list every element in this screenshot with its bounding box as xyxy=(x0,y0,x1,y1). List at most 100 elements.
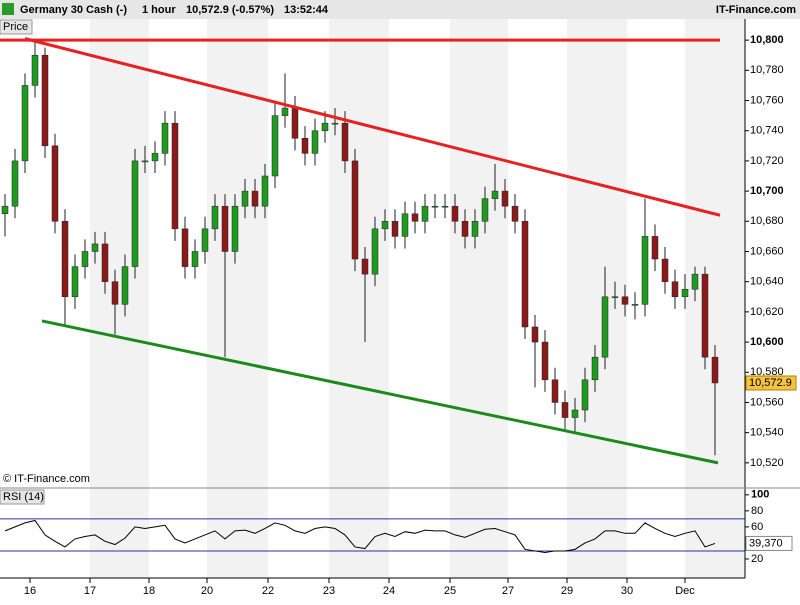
y-tick-label: 20 xyxy=(751,553,763,565)
candle-body xyxy=(281,107,289,116)
candle-body xyxy=(211,205,219,230)
candle-body xyxy=(421,205,429,222)
last-price-label: 10,572.9 xyxy=(749,377,792,389)
candle-body xyxy=(701,273,709,358)
x-tick-label: 25 xyxy=(444,585,456,597)
candle-body xyxy=(351,160,359,260)
candle-body xyxy=(491,190,499,199)
candle-body xyxy=(481,198,489,222)
y-tick-label: 100 xyxy=(751,489,769,501)
x-tick-label: 23 xyxy=(323,585,335,597)
rsi-line xyxy=(4,519,716,554)
x-tick-label: 24 xyxy=(383,585,395,597)
candle-body xyxy=(201,228,209,252)
y-tick-label: 10,640 xyxy=(750,276,784,288)
candle-body xyxy=(601,296,609,358)
header-icon xyxy=(2,3,14,15)
candle-body xyxy=(301,138,309,154)
x-tick-label: Dec xyxy=(675,585,695,597)
candle-body xyxy=(651,236,659,260)
candle-body xyxy=(231,205,239,252)
candle-body xyxy=(11,160,19,207)
candle-body xyxy=(541,341,549,381)
day-band xyxy=(329,19,389,578)
candle-body xyxy=(581,379,589,411)
x-tick-label: 22 xyxy=(262,585,274,597)
candle-body xyxy=(41,54,49,147)
candle-body xyxy=(551,379,559,403)
time: 13:52:44 xyxy=(284,4,329,16)
candle-body xyxy=(171,122,179,230)
x-tick-label: 20 xyxy=(201,585,213,597)
candle-body xyxy=(451,205,459,222)
y-tick-label: 10,800 xyxy=(750,34,784,46)
day-band xyxy=(685,19,745,578)
y-tick-label: 10,780 xyxy=(750,64,784,76)
candle-body xyxy=(91,243,99,252)
candle-body xyxy=(681,288,689,298)
candle-body xyxy=(561,402,569,418)
y-tick-label: 60 xyxy=(751,521,763,533)
instrument: Germany 30 Cash (-) xyxy=(20,4,127,16)
candle-body xyxy=(661,258,669,282)
candle-body xyxy=(291,107,299,139)
y-tick-label: 10,620 xyxy=(750,306,784,318)
x-tick-label: 29 xyxy=(561,585,573,597)
candle-body xyxy=(711,356,719,384)
candle-body xyxy=(381,221,389,230)
quote: 10,572.9 (-0.57%) xyxy=(186,4,274,16)
candle-body xyxy=(221,205,229,252)
day-band xyxy=(450,19,508,578)
day-band xyxy=(207,19,268,578)
candle-body xyxy=(191,251,199,267)
site: IT-Finance.com xyxy=(716,4,796,16)
candle-body xyxy=(271,115,279,177)
candle-body xyxy=(321,122,329,131)
last-rsi-box xyxy=(745,535,793,551)
candle-body xyxy=(101,243,109,282)
candle-body xyxy=(571,409,579,418)
y-tick-label: 10,760 xyxy=(750,94,784,106)
candle-body xyxy=(531,326,539,343)
y-tick-label: 80 xyxy=(751,505,763,517)
panel-label: Price xyxy=(3,21,28,33)
candle-body xyxy=(431,205,439,208)
interval: 1 hour xyxy=(142,4,176,16)
candle-body xyxy=(501,190,509,207)
x-tick-label: 30 xyxy=(621,585,633,597)
candle-body xyxy=(331,122,339,125)
candle-body xyxy=(691,273,699,290)
candle-body xyxy=(371,228,379,275)
candle-body xyxy=(251,190,259,207)
candle-body xyxy=(631,304,639,306)
candle-body xyxy=(131,160,139,267)
candle-body xyxy=(181,228,189,267)
panel-label: RSI (14) xyxy=(3,491,44,503)
last-price-box xyxy=(745,375,797,391)
candle-body xyxy=(391,221,399,237)
x-tick-label: 16 xyxy=(24,585,36,597)
candle-body xyxy=(471,221,479,237)
candle-body xyxy=(241,190,249,207)
last-rsi-label: 39,370 xyxy=(749,537,783,549)
candle-body xyxy=(411,213,419,222)
trend-line xyxy=(41,319,719,465)
header-bar xyxy=(0,0,800,19)
y-tick-label: 10,520 xyxy=(750,457,784,469)
candle-body xyxy=(641,236,649,305)
candle-body xyxy=(1,205,9,214)
candle-body xyxy=(401,213,409,237)
candle-body xyxy=(161,122,169,154)
y-tick-label: 10,660 xyxy=(750,245,784,257)
y-tick-label: 10,740 xyxy=(750,125,784,137)
candle-body xyxy=(461,221,469,237)
candle-body xyxy=(61,221,69,298)
candle-body xyxy=(511,205,519,222)
candle-body xyxy=(151,153,159,162)
x-tick-label: 18 xyxy=(143,585,155,597)
candle-body xyxy=(521,221,529,328)
trend-line xyxy=(24,37,721,217)
y-tick-label: 10,540 xyxy=(750,427,784,439)
plot-layer: 10,520 10,540 10,560 10,580 10,600 10,620 10,6… xyxy=(0,19,800,597)
